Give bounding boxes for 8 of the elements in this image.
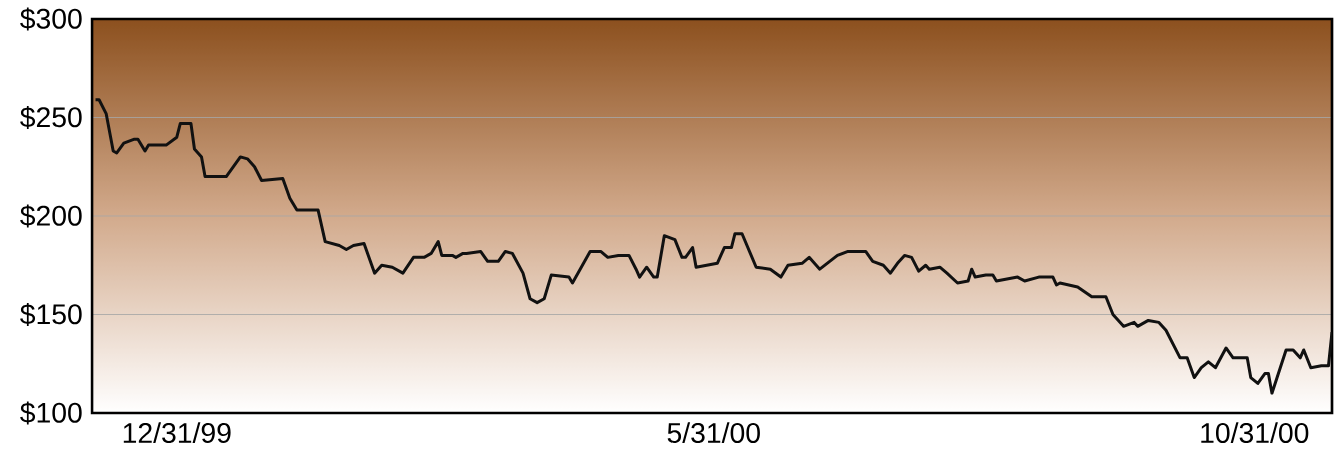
y-tick-label: $150 (20, 303, 82, 326)
y-tick-label: $100 (20, 401, 82, 425)
y-tick-label: $200 (20, 204, 82, 228)
x-tick-label: 5/31/00 (667, 422, 760, 444)
x-tick-label: 10/31/00 (1201, 422, 1309, 444)
x-tick-label: 12/31/99 (123, 422, 231, 444)
y-tick-label: $300 (20, 7, 82, 31)
y-tick-label: $250 (20, 106, 82, 129)
